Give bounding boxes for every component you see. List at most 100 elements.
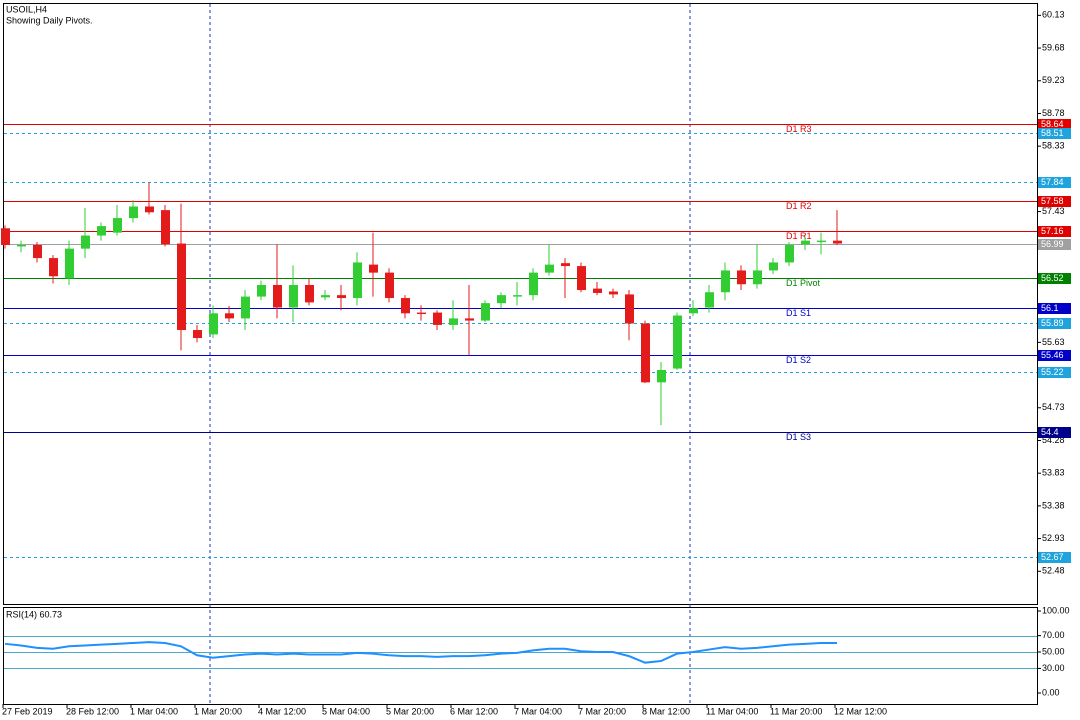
level-label: 54.4	[1041, 427, 1059, 437]
level-label-box	[1038, 427, 1071, 438]
level-name: D1 R3	[786, 124, 812, 134]
candle-body	[433, 312, 442, 325]
candle-body	[529, 272, 538, 296]
x-tick-label: 5 Mar 20:00	[386, 706, 434, 716]
level-label: 55.22	[1041, 367, 1064, 377]
level-name: D1 Pivot	[786, 278, 821, 288]
candle-body	[465, 318, 474, 321]
candle-body	[401, 298, 410, 314]
y-tick-label: 30.00	[1042, 663, 1065, 673]
rsi-title: RSI(14) 60.73	[6, 609, 62, 619]
candle-body	[289, 284, 298, 308]
x-tick-label: 28 Feb 12:00	[66, 706, 119, 716]
x-tick-label: 1 Mar 20:00	[194, 706, 242, 716]
y-tick-label: 50.00	[1042, 646, 1065, 656]
candle-body	[513, 295, 522, 297]
level-label: 55.89	[1041, 318, 1064, 328]
level-label-box	[1038, 119, 1071, 130]
x-tick-label: 6 Mar 12:00	[450, 706, 498, 716]
candle-body	[353, 262, 362, 299]
candle-body	[737, 270, 746, 285]
candle-body	[417, 312, 426, 315]
candle-body	[673, 315, 682, 369]
candle-body	[225, 313, 234, 319]
candle-body	[33, 244, 42, 259]
level-name: D1 S3	[786, 432, 811, 442]
y-tick-label: 52.48	[1042, 566, 1065, 576]
x-tick-label: 11 Mar 04:00	[706, 706, 758, 716]
candle-body	[129, 206, 138, 219]
level-name: D1 R1	[786, 231, 812, 241]
candle-body	[161, 210, 170, 245]
candle-body	[449, 318, 458, 325]
candle-body	[721, 270, 730, 293]
level-label: 56.52	[1041, 273, 1064, 283]
y-tick-label: 59.68	[1042, 42, 1065, 52]
candle-body	[193, 330, 202, 339]
x-tick-label: 5 Mar 04:00	[322, 706, 370, 716]
candle-body	[785, 244, 794, 263]
level-name: D1 S2	[786, 355, 811, 365]
y-tick-label: 57.43	[1042, 206, 1065, 216]
candle-body	[17, 244, 26, 247]
y-tick-label: 54.28	[1042, 435, 1065, 445]
level-label: 58.64	[1041, 119, 1064, 129]
candle-body	[273, 284, 282, 308]
candle-body	[561, 263, 570, 267]
candle-body	[49, 258, 58, 277]
level-label-box	[1038, 177, 1071, 188]
level-label-box	[1038, 350, 1071, 361]
candle-body	[705, 292, 714, 308]
rsi-panel	[3, 607, 1038, 705]
level-label-box	[1038, 552, 1071, 563]
level-label: 58.51	[1041, 128, 1064, 138]
x-tick-label: 7 Mar 20:00	[578, 706, 626, 716]
candle-body	[753, 270, 762, 285]
candle-body	[305, 284, 314, 303]
level-label-box	[1038, 318, 1071, 329]
candle-body	[769, 262, 778, 271]
y-tick-label: 100.00	[1042, 605, 1070, 615]
x-tick-label: 1 Mar 04:00	[130, 706, 178, 716]
price-panel	[3, 3, 1038, 605]
candle-body	[209, 313, 218, 335]
level-name: D1 S1	[786, 308, 811, 318]
level-label-box	[1038, 303, 1071, 314]
y-tick-label: 0.00	[1042, 687, 1060, 697]
candle-body	[81, 235, 90, 249]
level-label-box	[1038, 128, 1071, 139]
candle-body	[145, 206, 154, 213]
y-tick-label: 54.73	[1042, 402, 1065, 412]
candle-body	[481, 303, 490, 321]
x-tick-label: 12 Mar 12:00	[834, 706, 887, 716]
chart-subtitle: Showing Daily Pivots.	[6, 15, 93, 25]
y-tick-label: 55.63	[1042, 337, 1065, 347]
candle-body	[113, 218, 122, 233]
level-label: 52.67	[1041, 552, 1064, 562]
x-tick-label: 8 Mar 12:00	[642, 706, 690, 716]
level-label: 55.46	[1041, 350, 1064, 360]
level-label-box	[1038, 226, 1071, 237]
level-label-box	[1038, 239, 1071, 250]
candle-body	[497, 295, 506, 304]
candle-body	[545, 264, 554, 273]
candle-body	[689, 308, 698, 314]
candle-body	[641, 323, 650, 383]
candle-body	[593, 288, 602, 293]
y-tick-label: 70.00	[1042, 630, 1065, 640]
candle-body	[177, 243, 186, 331]
chart-title: USOIL,H4	[6, 4, 47, 14]
candle-body	[257, 284, 266, 297]
candle-body	[801, 240, 810, 245]
y-tick-label: 58.78	[1042, 108, 1065, 118]
candle-body	[337, 295, 346, 299]
y-tick-label: 60.13	[1042, 10, 1065, 20]
candle-body	[657, 369, 666, 383]
candle-body	[817, 240, 826, 243]
candle-body	[609, 291, 618, 295]
y-tick-label: 58.33	[1042, 141, 1065, 151]
x-tick-label: 4 Mar 12:00	[258, 706, 306, 716]
y-tick-label: 53.38	[1042, 500, 1065, 510]
level-label: 57.84	[1041, 177, 1064, 187]
